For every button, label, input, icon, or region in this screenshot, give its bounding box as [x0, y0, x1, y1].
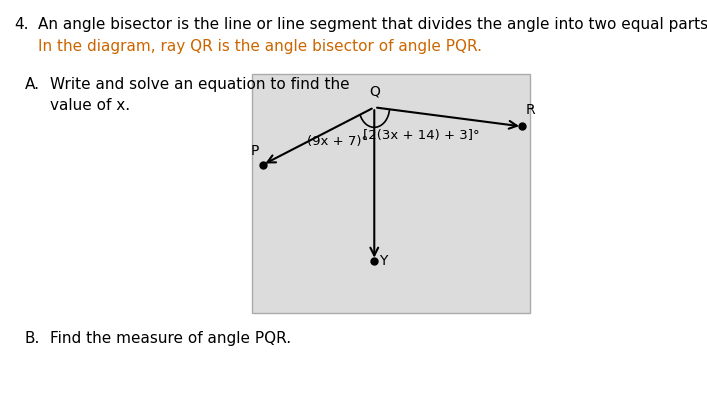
Text: Write and solve an equation to find the: Write and solve an equation to find the: [49, 77, 349, 92]
Text: (9x + 7)°: (9x + 7)°: [307, 135, 368, 148]
Text: B.: B.: [25, 331, 40, 346]
Text: Q: Q: [369, 84, 380, 98]
Text: Find the measure of angle PQR.: Find the measure of angle PQR.: [49, 331, 291, 346]
Text: Y: Y: [379, 253, 387, 268]
Text: R: R: [526, 103, 535, 117]
Text: 4.: 4.: [13, 17, 28, 32]
Text: [2(3x + 14) + 3]°: [2(3x + 14) + 3]°: [363, 129, 480, 142]
Text: P: P: [250, 144, 259, 158]
Text: A.: A.: [25, 77, 40, 92]
Text: In the diagram, ray QR is the angle bisector of angle PQR.: In the diagram, ray QR is the angle bise…: [38, 39, 482, 54]
Text: An angle bisector is the line or line segment that divides the angle into two eq: An angle bisector is the line or line se…: [38, 17, 707, 32]
Text: value of x.: value of x.: [49, 98, 130, 113]
Bar: [252, 74, 530, 313]
